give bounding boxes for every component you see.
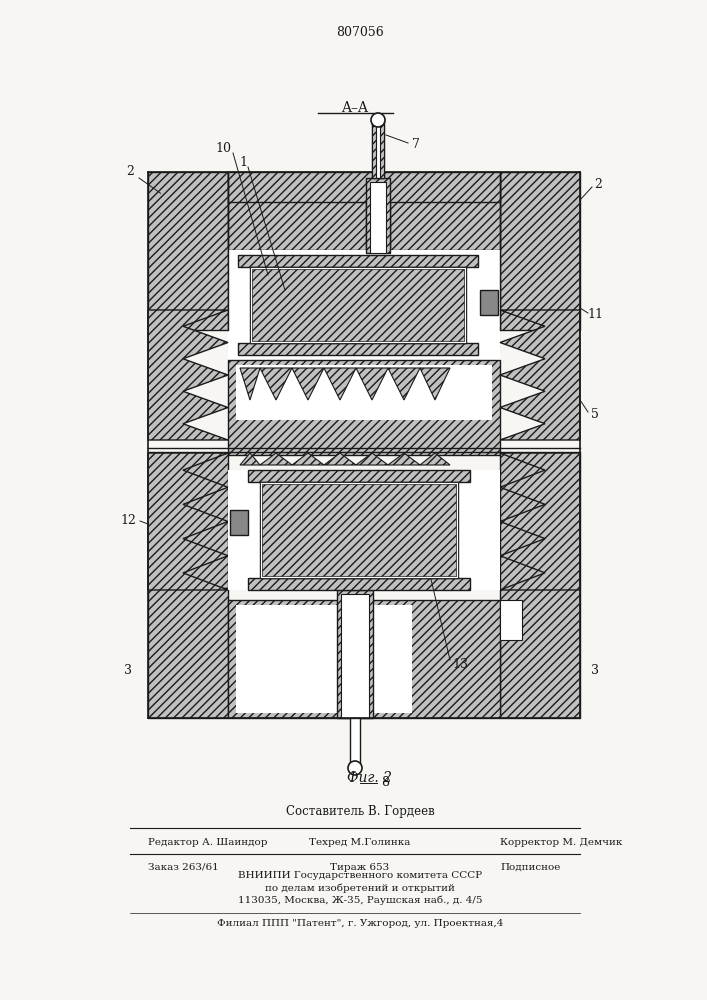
Polygon shape <box>420 368 450 400</box>
Circle shape <box>371 113 385 127</box>
Polygon shape <box>148 453 228 588</box>
Bar <box>228 250 500 450</box>
Bar <box>236 365 492 420</box>
Bar <box>480 290 498 315</box>
Polygon shape <box>500 172 580 330</box>
Text: Составитель В. Гордеев: Составитель В. Гордеев <box>286 806 434 818</box>
Bar <box>228 172 500 202</box>
Text: Заказ 263/61: Заказ 263/61 <box>148 863 218 872</box>
Polygon shape <box>420 453 450 465</box>
Bar <box>236 605 412 713</box>
Polygon shape <box>324 368 356 400</box>
Text: 5: 5 <box>591 408 599 422</box>
Polygon shape <box>324 453 356 465</box>
Polygon shape <box>356 368 388 400</box>
Polygon shape <box>228 178 366 250</box>
Bar <box>228 360 500 455</box>
Bar <box>350 718 360 768</box>
Polygon shape <box>238 255 478 355</box>
Polygon shape <box>500 453 580 718</box>
Text: Техред М.Голинка: Техред М.Голинка <box>309 838 411 847</box>
Text: 3: 3 <box>591 664 599 676</box>
Bar <box>370 182 386 253</box>
Bar <box>380 120 384 178</box>
Text: ВНИИПИ Государственного комитета СССР: ВНИИПИ Государственного комитета СССР <box>238 871 482 880</box>
Bar <box>252 269 464 341</box>
Bar <box>372 120 376 178</box>
Text: 113035, Москва, Ж-35, Раушская наб., д. 4/5: 113035, Москва, Ж-35, Раушская наб., д. … <box>238 895 482 905</box>
Text: 2: 2 <box>594 178 602 192</box>
Bar <box>337 590 373 718</box>
Bar <box>372 120 384 178</box>
Polygon shape <box>240 453 260 465</box>
Text: 2: 2 <box>126 165 160 193</box>
Polygon shape <box>240 368 260 400</box>
Text: Корректор М. Демчик: Корректор М. Демчик <box>500 838 622 847</box>
Text: 1: 1 <box>239 155 247 168</box>
Bar <box>228 470 500 590</box>
Polygon shape <box>388 453 420 465</box>
Text: по делам изобретений и открытий: по делам изобретений и открытий <box>265 883 455 893</box>
Bar <box>500 600 522 640</box>
Polygon shape <box>148 453 228 590</box>
Polygon shape <box>148 588 228 718</box>
Text: 11: 11 <box>587 308 603 322</box>
Text: Фиг. 2: Фиг. 2 <box>348 771 392 785</box>
Polygon shape <box>500 453 580 590</box>
Polygon shape <box>388 368 420 400</box>
Bar <box>262 484 456 576</box>
Polygon shape <box>248 470 470 590</box>
Text: 8: 8 <box>381 776 389 790</box>
Polygon shape <box>390 178 500 250</box>
Polygon shape <box>384 172 500 178</box>
Text: 807056: 807056 <box>336 25 384 38</box>
Bar <box>230 510 248 535</box>
Polygon shape <box>148 172 228 330</box>
Polygon shape <box>356 453 388 465</box>
Text: 3: 3 <box>124 664 132 676</box>
Bar <box>260 482 458 578</box>
Bar <box>366 178 390 253</box>
Text: 7: 7 <box>412 138 420 151</box>
Circle shape <box>348 761 362 775</box>
Text: 12: 12 <box>120 514 136 526</box>
Text: Подписное: Подписное <box>500 863 561 872</box>
Bar <box>250 267 466 343</box>
Text: 13: 13 <box>452 658 468 672</box>
Polygon shape <box>292 368 324 400</box>
Polygon shape <box>292 453 324 465</box>
Bar <box>341 594 369 718</box>
Polygon shape <box>500 310 580 440</box>
Polygon shape <box>148 310 228 440</box>
Text: Редактор А. Шаиндор: Редактор А. Шаиндор <box>148 838 267 847</box>
Text: A–A: A–A <box>341 101 368 115</box>
Text: Филиал ППП "Патент", г. Ужгород, ул. Проектная,4: Филиал ППП "Патент", г. Ужгород, ул. Про… <box>217 918 503 928</box>
Polygon shape <box>228 172 372 178</box>
Polygon shape <box>260 368 292 400</box>
Bar <box>228 600 500 718</box>
Text: 10: 10 <box>215 141 231 154</box>
Polygon shape <box>260 453 292 465</box>
Text: Тираж 653: Тираж 653 <box>330 863 390 872</box>
